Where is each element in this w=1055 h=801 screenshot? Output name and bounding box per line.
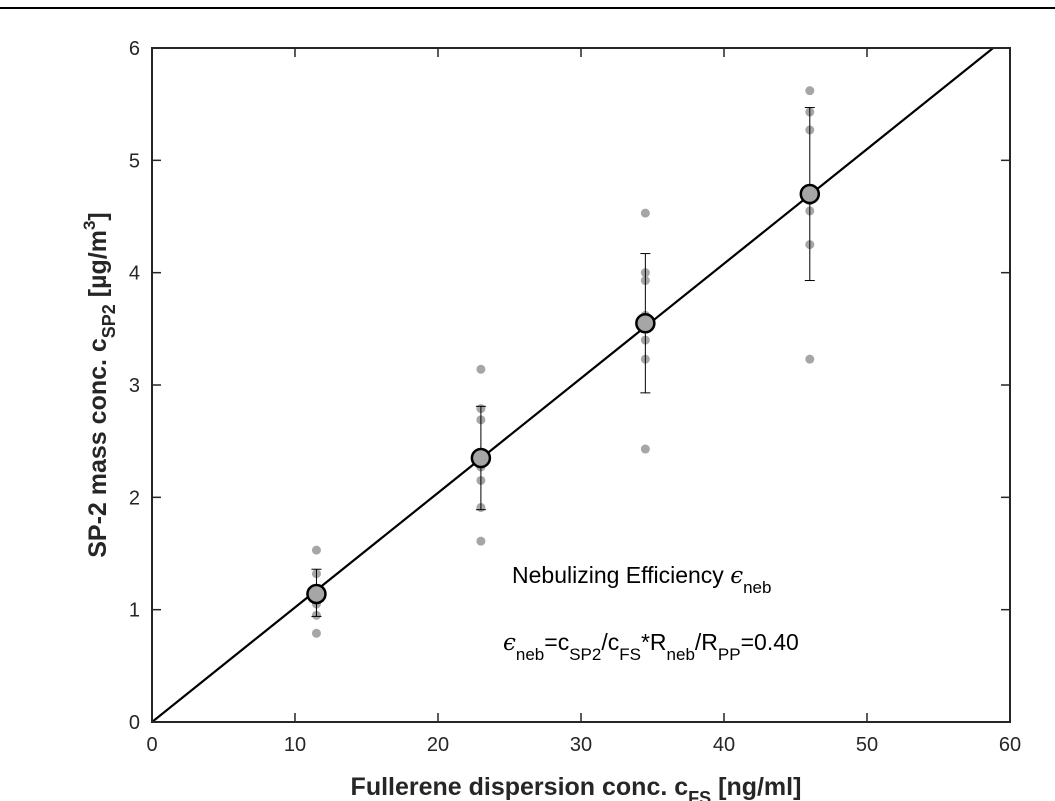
axis-ticks-layer: 0 10 20 30 40 50 60 0 1 2 3 4 5 6 xyxy=(129,38,1021,756)
formula-text: ϵ xyxy=(503,630,516,656)
top-border-line xyxy=(0,7,1055,9)
y-axis-title-close: ] xyxy=(84,212,112,220)
measurement-point xyxy=(805,354,815,364)
y-axis-title-main: SP-2 mass conc. c xyxy=(84,338,112,558)
measurement-point xyxy=(640,444,650,454)
y-axis-title-subscript: SP2 xyxy=(99,304,119,338)
formula-subscript: neb xyxy=(516,645,544,664)
formula-subscript: SP2 xyxy=(569,645,601,664)
y-tick-label: 1 xyxy=(129,600,140,622)
y-axis-title-unit: [µg/m xyxy=(84,230,112,304)
formula-subscript: FS xyxy=(619,645,641,664)
fit-line xyxy=(152,48,994,722)
x-tick-label: 10 xyxy=(284,734,306,756)
formula-text: *R xyxy=(641,629,667,655)
formula-text: /c xyxy=(601,629,619,655)
y-tick-label: 5 xyxy=(129,150,140,172)
x-axis-title-main: Fullerene dispersion conc. c xyxy=(351,773,689,801)
x-axis-title-subscript: FS xyxy=(688,788,711,801)
annotation-title: Nebulizing Efficiency ϵneb xyxy=(512,562,771,597)
measurement-point xyxy=(476,364,486,374)
annotation-title-text: Nebulizing Efficiency xyxy=(512,562,730,588)
measurement-point xyxy=(311,545,321,555)
measurement-point xyxy=(311,628,321,638)
y-axis-title-superscript: 3 xyxy=(80,221,99,230)
x-axis-title: Fullerene dispersion conc. cFS [ng/ml] xyxy=(351,773,802,801)
plot-area-frame xyxy=(151,47,1011,723)
error-bars-layer xyxy=(311,107,815,617)
individual-points-layer xyxy=(311,86,815,638)
x-tick-label: 50 xyxy=(856,734,878,756)
x-tick-label: 0 xyxy=(146,734,157,756)
y-axis-title: SP-2 mass conc. cSP2 [µg/m3] xyxy=(80,212,119,558)
epsilon-symbol: ϵ xyxy=(730,563,743,589)
fit-line-layer xyxy=(152,48,994,722)
x-tick-label: 20 xyxy=(427,734,449,756)
formula-subscript: PP xyxy=(718,645,741,664)
measurement-point xyxy=(805,86,815,96)
mean-marker xyxy=(470,447,492,469)
mean-marker xyxy=(306,583,327,605)
y-tick-label: 6 xyxy=(129,38,140,60)
mean-markers-layer xyxy=(306,183,821,605)
y-tick-label: 3 xyxy=(129,375,140,397)
mean-marker xyxy=(635,312,656,334)
x-tick-label: 30 xyxy=(570,734,592,756)
annotation-title-subscript: neb xyxy=(743,578,771,597)
formula-text: =0.40 xyxy=(741,629,799,655)
x-axis-title-unit: [ng/ml] xyxy=(711,773,801,801)
y-tick-label: 2 xyxy=(129,487,140,509)
mean-marker xyxy=(799,183,821,205)
formula-subscript: neb xyxy=(667,645,695,664)
measurement-point xyxy=(640,208,650,218)
x-tick-label: 60 xyxy=(999,734,1021,756)
annotation-formula: ϵneb=cSP2/cFS*Rneb/RPP=0.40 xyxy=(503,629,799,664)
y-tick-label: 0 xyxy=(129,712,140,734)
measurement-point xyxy=(476,536,486,546)
y-tick-label: 4 xyxy=(129,263,140,285)
x-tick-label: 40 xyxy=(713,734,735,756)
formula-text: =c xyxy=(544,629,569,655)
formula-text: /R xyxy=(695,629,718,655)
